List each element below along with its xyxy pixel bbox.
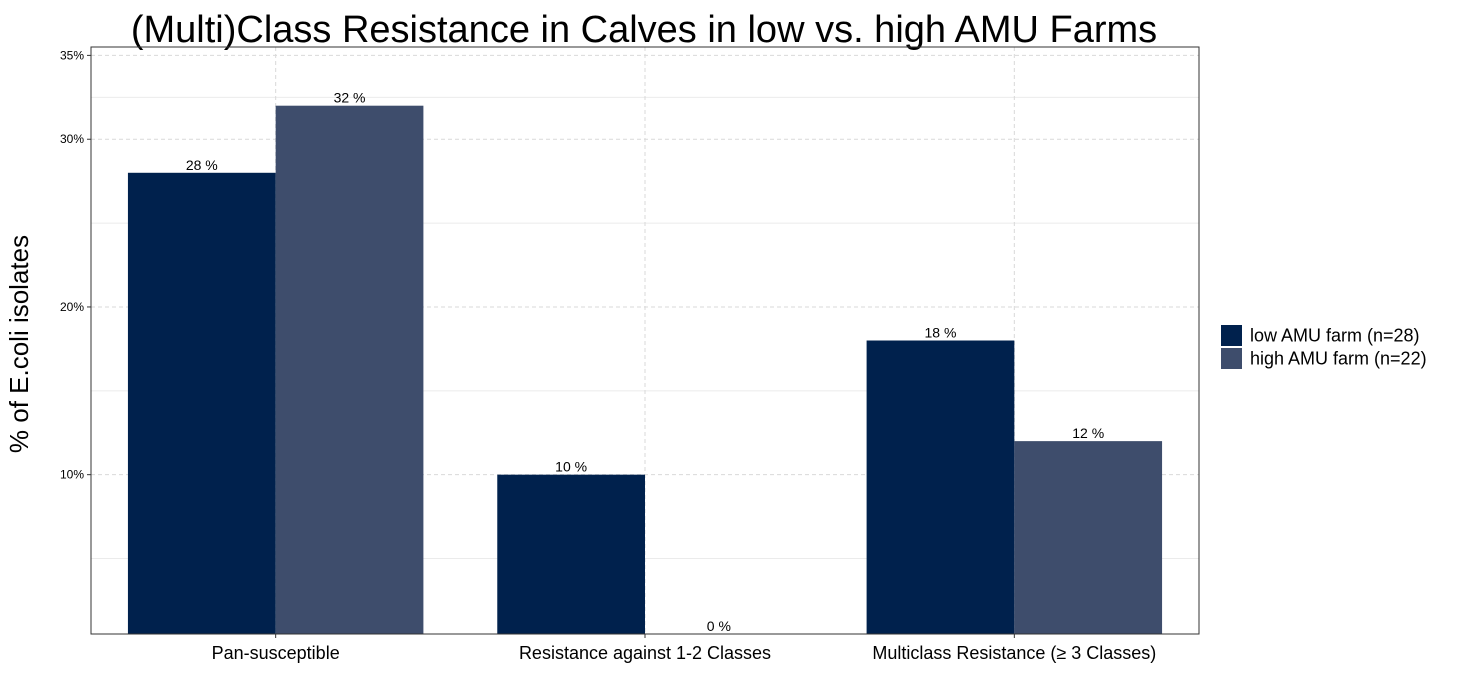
x-tick-label: Multiclass Resistance (≥ 3 Classes) [872, 643, 1156, 663]
data-label: 12 % [1072, 425, 1104, 441]
y-tick-label: 35% [60, 48, 84, 62]
legend-swatch [1221, 348, 1242, 369]
x-tick-label: Resistance against 1-2 Classes [519, 643, 771, 663]
bar [127, 172, 276, 635]
data-label: 0 % [707, 618, 731, 634]
legend-swatch [1221, 325, 1242, 346]
y-tick-label: 10% [60, 468, 84, 482]
legend: low AMU farm (n=28) high AMU farm (n=22) [1221, 325, 1427, 369]
data-label: 28 % [186, 157, 218, 173]
data-label: 10 % [555, 459, 587, 475]
axis-ticks: 10% 20% 30% 35% Pan-susceptible Resistance ag… [60, 48, 1156, 663]
bar [275, 105, 424, 634]
y-tick-label: 30% [60, 132, 84, 146]
data-labels: 28 % 32 % 10 % 0 % 18 % 12 % [186, 90, 1104, 634]
data-label: 32 % [334, 90, 366, 106]
y-tick-label: 20% [60, 300, 84, 314]
data-label: 18 % [925, 325, 957, 341]
bar [866, 340, 1015, 634]
bar [497, 474, 645, 634]
chart-title: (Multi)Class Resistance in Calves in low… [131, 9, 1157, 51]
y-axis-label: % of E.coli isolates [4, 235, 34, 453]
bar [1014, 441, 1163, 634]
legend-label: low AMU farm (n=28) [1250, 326, 1420, 346]
bars [127, 105, 1163, 635]
x-tick-label: Pan-susceptible [212, 643, 340, 663]
legend-label: high AMU farm (n=22) [1250, 349, 1427, 369]
